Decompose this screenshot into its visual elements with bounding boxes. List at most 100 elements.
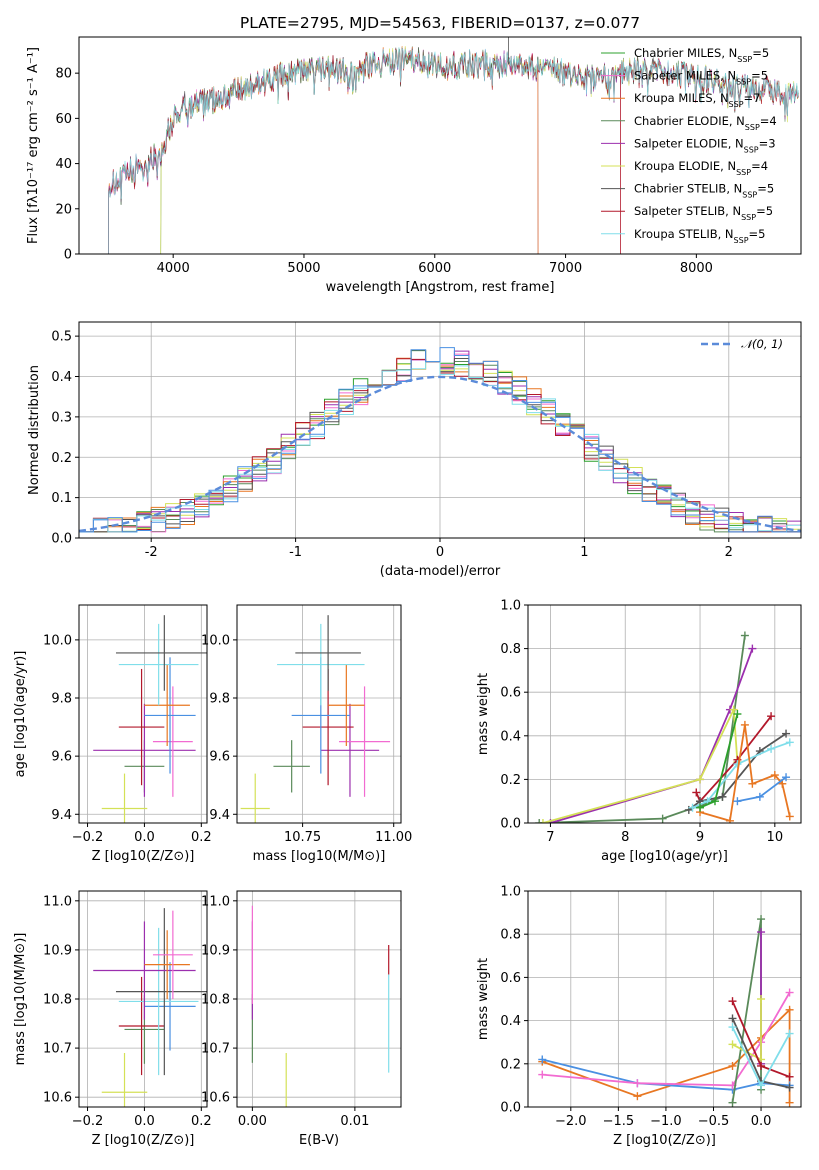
weight-marker	[692, 788, 701, 797]
y-axis-label: mass [log10(M/M⊙)]	[13, 933, 28, 1066]
weight-marker	[535, 819, 544, 823]
y-tick-label: 0.4	[500, 729, 521, 744]
error-bar-point	[115, 615, 207, 691]
error-bar-point	[101, 1053, 148, 1107]
error-bar-point	[152, 910, 193, 999]
legend-entry: 𝒩(0, 1)	[741, 337, 783, 351]
weight-marker	[782, 729, 791, 738]
x-axis-label: Z [log10(Z/Z⊙)]	[613, 1133, 716, 1148]
legend-entry: Kroupa MILES, NSSP=7	[634, 91, 760, 109]
x-axis-label: mass [log10(M/M⊙)]	[253, 849, 386, 864]
y-tick-label: 9.8	[209, 692, 230, 707]
axes-box	[78, 36, 802, 255]
axes-frame: 10.75 11.00 9.4 9.6 9.8 10.0 mass [log10(M/M⊙)…	[201, 604, 412, 864]
error-bar-point	[277, 623, 365, 706]
axes-frame: 4000 5000 6000 7000 8000 0 20 40 60 80 wavelength …	[26, 36, 802, 295]
y-tick-label: 0.8	[500, 928, 521, 943]
weight-marker	[733, 797, 742, 806]
y-tick-label: 0.4	[51, 370, 72, 385]
axes-frame: -2 -1 0 1 2 0.0 0.1 0.2 0.3 0.4 0.5 (data-model)/er…	[27, 321, 802, 579]
x-tick-label: −1.0	[650, 1114, 682, 1129]
y-axis-label: mass weight	[476, 673, 491, 755]
error-bar-point	[101, 773, 148, 823]
weight-marker	[785, 738, 794, 747]
weight-line-salpeter-stelib	[695, 715, 772, 803]
x-tick-label: 9	[696, 830, 704, 845]
y-tick-label: 0.0	[500, 817, 521, 832]
y-tick-label: 40	[55, 157, 72, 172]
y-axis-label: age [log10(age/yr)]	[13, 651, 28, 778]
y-tick-label: 10.0	[201, 633, 230, 648]
weight-marker	[785, 1083, 794, 1092]
weight-marker	[757, 995, 766, 1003]
plot-area	[538, 915, 794, 1107]
legend-entry: Chabrier MILES, NSSP=5	[634, 46, 769, 64]
legend-entry: Salpeter ELODIE, NSSP=3	[634, 136, 776, 154]
x-tick-label: −1.5	[603, 1114, 635, 1129]
error-bar-point	[328, 664, 365, 746]
y-tick-label: 0.5	[51, 330, 72, 345]
chart-residuals: -2 -1 0 1 2 0.0 0.1 0.2 0.3 0.4 0.5 (data-model)/er…	[27, 321, 802, 579]
weight-marker	[538, 1070, 547, 1079]
legend-entry: Kroupa STELIB, NSSP=5	[634, 227, 765, 245]
weight-marker	[748, 779, 757, 788]
weight-marker	[757, 928, 766, 937]
weight-marker	[740, 720, 749, 729]
error-bar-point	[118, 976, 165, 1076]
weight-marker	[733, 760, 742, 769]
x-tick-label: 7	[546, 830, 554, 845]
plot-area	[535, 631, 794, 823]
weight-marker	[728, 1061, 737, 1070]
weight-marker	[785, 1098, 794, 1107]
weight-marker	[733, 710, 742, 718]
chart-age_vs_Z: −0.2 0.0 0.2 9.4 9.6 9.8 10.0 Z [log10(Z/Z⊙)] ag…	[13, 604, 212, 864]
x-tick-label: 0	[436, 545, 444, 560]
y-tick-label: 10.7	[201, 1042, 230, 1057]
weight-marker	[740, 631, 749, 640]
error-bar-point	[273, 740, 310, 793]
y-tick-label: 0.2	[51, 451, 72, 466]
legend: Chabrier MILES, NSSP=5 Salpeter MILES, NS…	[601, 46, 777, 244]
x-tick-label: 8	[621, 830, 629, 845]
error-bar-point	[118, 927, 199, 1076]
x-axis-label: Z [log10(Z/Z⊙)]	[92, 849, 195, 864]
weight-marker	[710, 797, 719, 806]
weight-marker	[757, 1081, 766, 1090]
weight-marker	[658, 814, 667, 823]
x-axis-label: wavelength [Angstrom, rest frame]	[326, 280, 555, 295]
x-tick-label: −0.2	[72, 1114, 104, 1129]
chart-spectrum: 4000 5000 6000 7000 8000 0 20 40 60 80 wavelength …	[26, 14, 802, 295]
y-axis-label: mass weight	[476, 958, 491, 1040]
y-tick-label: 0.1	[51, 491, 72, 506]
y-tick-label: 10.0	[43, 633, 72, 648]
weight-marker	[718, 792, 727, 801]
y-axis-label: Normed distribution	[27, 365, 42, 495]
weight-marker	[770, 771, 779, 780]
gridlines	[237, 605, 401, 823]
x-tick-label: −0.5	[698, 1114, 730, 1129]
y-tick-label: 10.6	[43, 1091, 72, 1106]
weight-marker	[538, 819, 547, 823]
x-tick-label: 2	[725, 545, 733, 560]
x-axis-label: Z [log10(Z/Z⊙)]	[92, 1133, 195, 1148]
axes-frame: −2.0 −1.5 −1.0 −0.5 0.0 0.0 0.2 0.4 0.6 0.8 1.0 Z […	[476, 885, 802, 1148]
x-tick-label: 10.75	[284, 830, 321, 845]
y-tick-label: 0.3	[51, 410, 72, 425]
x-tick-label: 0.01	[340, 1114, 369, 1129]
x-tick-label: -2	[145, 545, 158, 560]
chart-mass_weight_vs_Z: −2.0 −1.5 −1.0 −0.5 0.0 0.0 0.2 0.4 0.6 0.8 1.0 Z […	[476, 885, 802, 1148]
y-tick-label: 1.0	[500, 885, 521, 900]
normal-distribution-curve	[79, 375, 801, 533]
x-tick-label: 10	[767, 830, 784, 845]
x-tick-label: 6000	[418, 261, 451, 276]
y-tick-label: 9.4	[51, 808, 72, 823]
weight-marker	[767, 712, 776, 721]
y-tick-label: 9.4	[209, 808, 230, 823]
error-bar-point	[144, 930, 190, 999]
error-bar-point	[93, 703, 196, 797]
y-tick-label: 10.9	[201, 943, 230, 958]
y-tick-label: 10.6	[201, 1091, 230, 1106]
weight-marker	[688, 803, 697, 812]
legend-entry: Salpeter STELIB, NSSP=5	[634, 204, 773, 222]
x-axis-label: E(B-V)	[299, 1133, 339, 1148]
